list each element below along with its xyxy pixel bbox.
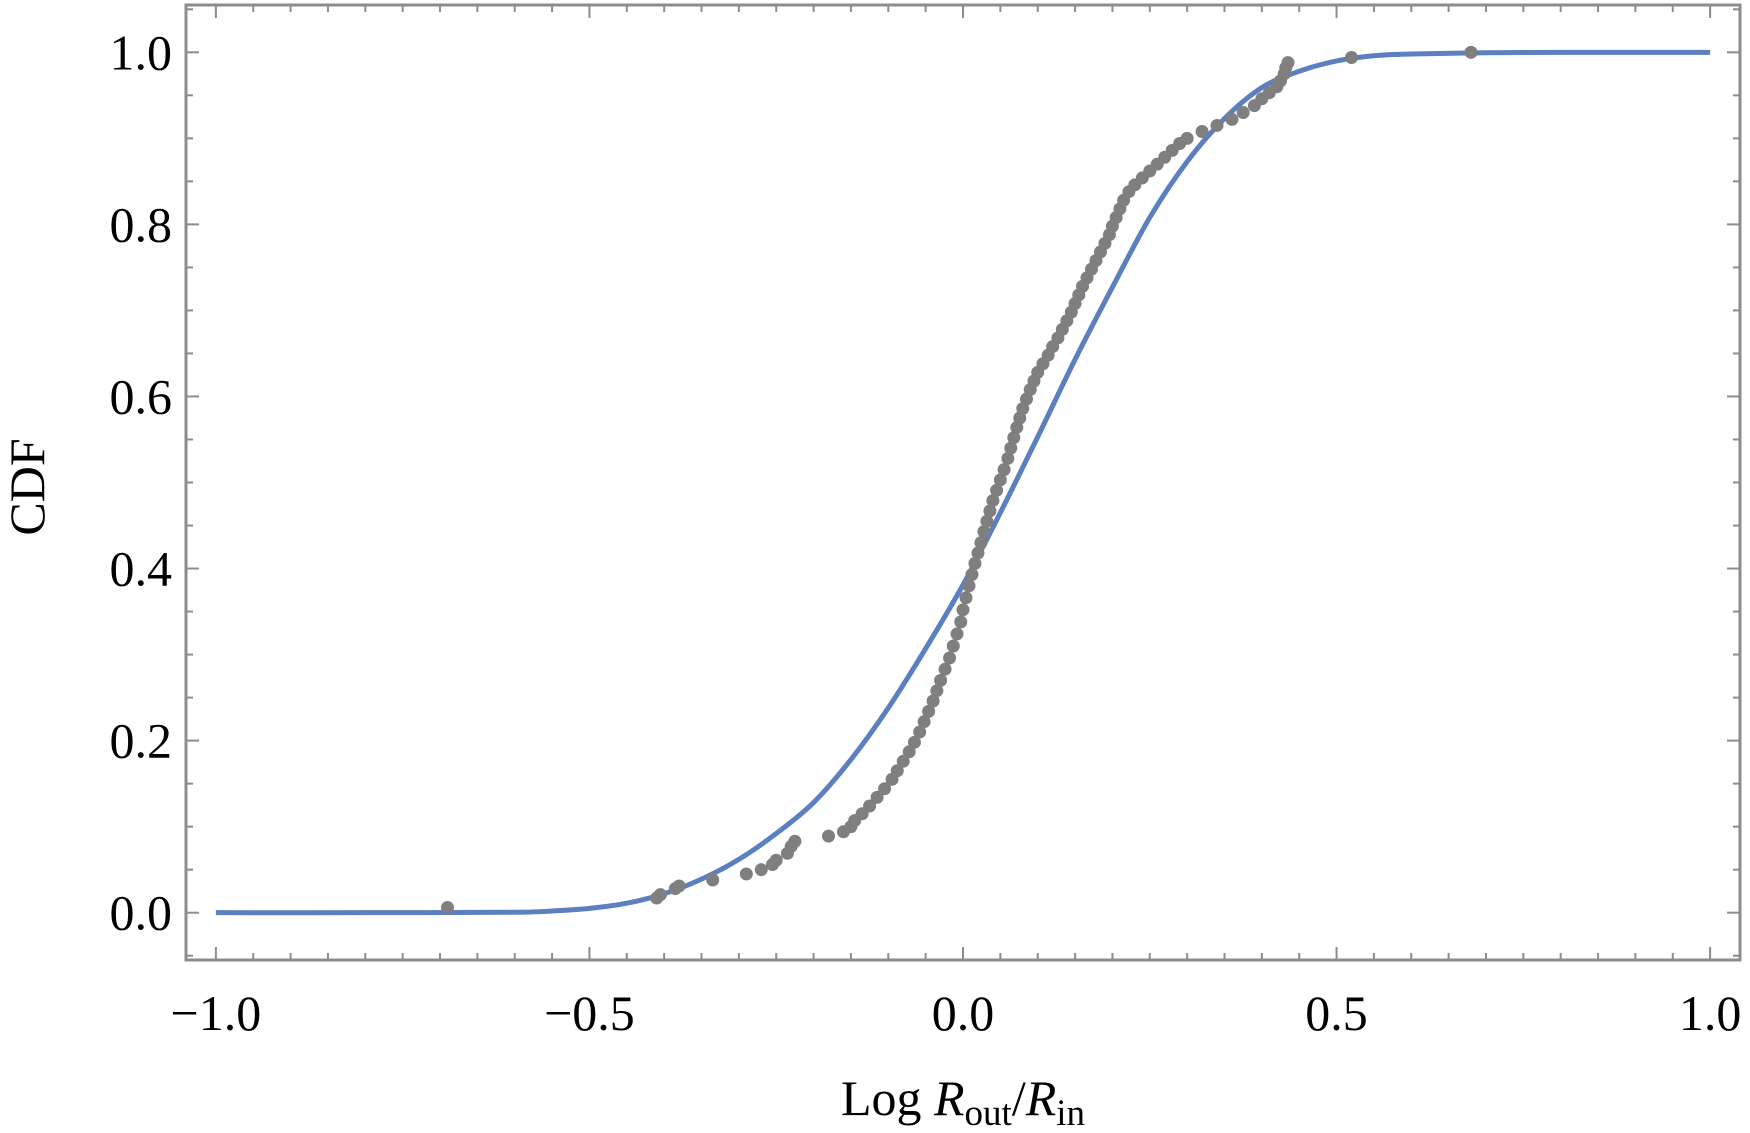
data-point xyxy=(938,662,952,676)
x-tick-label: −0.5 xyxy=(544,985,635,1041)
fit-cdf-curve xyxy=(215,49,1711,916)
data-point xyxy=(977,525,991,539)
data-point xyxy=(653,888,667,902)
data-point xyxy=(968,556,982,570)
data-point xyxy=(930,684,944,698)
data-point xyxy=(1007,431,1021,445)
data-point xyxy=(943,651,957,665)
data-point xyxy=(907,735,921,749)
x-axis-title-prefix: Log xyxy=(841,1070,934,1126)
data-point xyxy=(997,463,1011,477)
data-point xyxy=(965,568,979,582)
data-point xyxy=(946,639,960,653)
data-point xyxy=(980,514,994,528)
data-point xyxy=(896,754,910,768)
x-axis-title-num-symbol: R xyxy=(933,1070,965,1126)
data-point xyxy=(1225,112,1239,126)
data-point xyxy=(990,483,1004,497)
data-point xyxy=(1195,124,1209,138)
y-tick-label: 0.4 xyxy=(110,541,173,597)
x-tick-label: 1.0 xyxy=(1679,985,1742,1041)
data-point xyxy=(917,715,931,729)
data-point xyxy=(890,764,904,778)
data-point xyxy=(922,704,936,718)
ticks-layer xyxy=(186,5,1740,960)
y-tick-label: 0.6 xyxy=(110,368,173,424)
data-point xyxy=(983,504,997,518)
data-point xyxy=(974,536,988,550)
data-point xyxy=(1001,451,1015,465)
fit-curve-layer xyxy=(215,49,1711,916)
y-axis-title: CDF xyxy=(0,438,55,535)
data-point xyxy=(959,591,973,605)
data-point xyxy=(863,799,877,813)
data-point xyxy=(672,879,686,893)
data-point xyxy=(870,790,884,804)
data-point xyxy=(956,603,970,617)
x-axis-title-den-symbol: R xyxy=(1025,1070,1057,1126)
data-point xyxy=(1004,441,1018,455)
data-point xyxy=(950,627,964,641)
data-point xyxy=(954,615,968,629)
data-point xyxy=(769,853,783,867)
data-point xyxy=(1281,56,1295,70)
data-point xyxy=(1236,106,1250,120)
data-point xyxy=(1345,50,1358,64)
x-axis-title-num-sub: out xyxy=(965,1093,1013,1133)
data-point xyxy=(440,901,454,915)
data-point xyxy=(788,834,802,848)
data-points-layer xyxy=(440,45,1478,915)
x-tick-label: 0.5 xyxy=(1305,985,1368,1041)
data-point xyxy=(986,494,1000,508)
x-tick-labels: −1.0 −0.5 0.0 0.5 1.0 xyxy=(171,985,1742,1041)
y-tick-label: 1.0 xyxy=(110,24,173,80)
x-tick-label: −1.0 xyxy=(171,985,262,1041)
y-tick-label: 0.8 xyxy=(110,196,173,252)
data-point xyxy=(913,725,927,739)
data-point xyxy=(926,694,940,708)
data-point xyxy=(739,867,753,881)
x-axis-title: Log Rout/Rin xyxy=(841,1070,1085,1133)
data-point xyxy=(934,673,948,687)
y-tick-label: 0.2 xyxy=(110,713,173,769)
x-axis-title-separator: / xyxy=(1012,1070,1026,1126)
x-tick-label: 0.0 xyxy=(932,985,995,1041)
data-point xyxy=(1464,45,1478,59)
data-point xyxy=(993,473,1007,487)
plot-frame xyxy=(184,3,1742,962)
data-point xyxy=(754,863,768,877)
y-tick-labels: 0.0 0.2 0.4 0.6 0.8 1.0 xyxy=(110,24,173,940)
data-point xyxy=(902,745,916,759)
data-point xyxy=(706,873,720,887)
data-point xyxy=(971,546,985,560)
data-point xyxy=(962,579,976,593)
data-point xyxy=(822,829,836,843)
data-point xyxy=(878,782,892,796)
x-axis-title-den-sub: in xyxy=(1056,1093,1085,1133)
y-tick-label: 0.0 xyxy=(110,885,173,941)
data-point xyxy=(1180,131,1194,145)
data-point xyxy=(1210,118,1224,132)
